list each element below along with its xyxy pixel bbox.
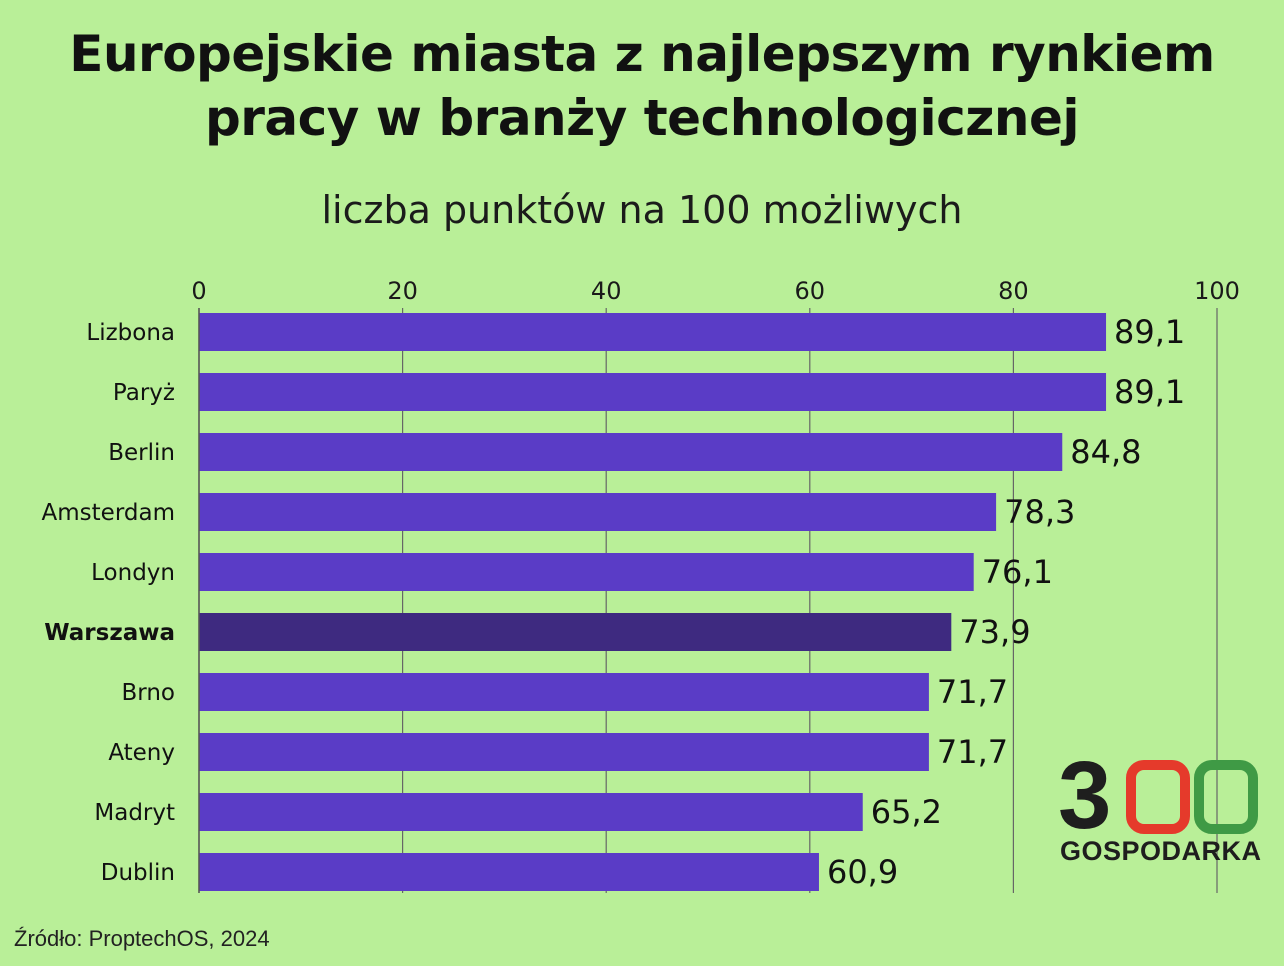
category-label: Amsterdam xyxy=(42,500,175,526)
title-line-1: Europejskie miasta z najlepszym rynkiem xyxy=(69,25,1215,83)
data-label: 71,7 xyxy=(937,733,1008,771)
bar xyxy=(199,853,819,891)
bar xyxy=(199,673,929,711)
bar xyxy=(199,733,929,771)
category-label: Berlin xyxy=(108,440,175,466)
bar xyxy=(199,493,997,531)
category-label: Brno xyxy=(122,680,175,706)
data-label: 76,1 xyxy=(982,553,1053,591)
data-label: 65,2 xyxy=(871,793,942,831)
source-note: Źródło: ProptechOS, 2024 xyxy=(14,926,270,951)
category-label: Paryż xyxy=(113,380,175,406)
title-line-2: pracy w branży technologicznej xyxy=(204,89,1080,147)
data-label: 89,1 xyxy=(1114,373,1185,411)
bar xyxy=(199,373,1107,411)
logo-number: 3 xyxy=(1058,742,1112,849)
bar xyxy=(199,553,974,591)
data-label: 73,9 xyxy=(959,613,1030,651)
bar xyxy=(199,433,1063,471)
category-label: Ateny xyxy=(108,740,175,766)
x-tick-label: 60 xyxy=(795,277,826,305)
data-label: 89,1 xyxy=(1114,313,1185,351)
bar xyxy=(199,613,952,651)
x-tick-label: 0 xyxy=(191,277,206,305)
bar xyxy=(199,793,863,831)
logo-green-zero xyxy=(1194,760,1258,834)
category-label: Warszawa xyxy=(44,620,175,646)
bar xyxy=(199,313,1107,351)
x-tick-label: 100 xyxy=(1194,277,1240,305)
logo-name: GOSPODARKA xyxy=(1060,836,1262,866)
x-tick-label: 80 xyxy=(998,277,1029,305)
data-label: 60,9 xyxy=(827,853,898,891)
category-label: Madryt xyxy=(94,800,175,826)
chart-title: Europejskie miasta z najlepszym rynkiem … xyxy=(0,22,1284,150)
category-label: Dublin xyxy=(101,860,175,886)
logo-red-zero xyxy=(1126,760,1190,834)
x-tick-label: 40 xyxy=(591,277,622,305)
chart-subtitle: liczba punktów na 100 możliwych xyxy=(321,188,963,232)
brand-logo: 3 GOSPODARKA xyxy=(1058,748,1264,867)
data-label: 71,7 xyxy=(937,673,1008,711)
data-label: 84,8 xyxy=(1070,433,1141,471)
category-label: Londyn xyxy=(91,560,175,586)
category-label: Lizbona xyxy=(86,320,175,346)
x-tick-label: 20 xyxy=(387,277,418,305)
data-label: 78,3 xyxy=(1004,493,1075,531)
